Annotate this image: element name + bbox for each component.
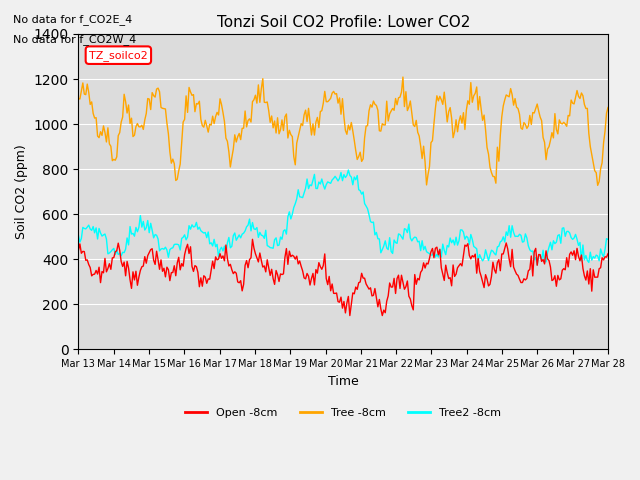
Tree2 -8cm bbox=[75, 232, 83, 238]
Open -8cm bbox=[260, 263, 268, 269]
Tree2 -8cm bbox=[533, 262, 541, 268]
Tree2 -8cm bbox=[578, 258, 586, 264]
Tree -8cm bbox=[250, 97, 258, 103]
Line: Tree -8cm: Tree -8cm bbox=[79, 77, 608, 185]
Title: Tonzi Soil CO2 Profile: Lower CO2: Tonzi Soil CO2 Profile: Lower CO2 bbox=[216, 15, 470, 30]
Tree2 -8cm bbox=[140, 218, 147, 224]
Tree -8cm bbox=[75, 96, 83, 101]
Text: TZ_soilco2: TZ_soilco2 bbox=[89, 50, 148, 60]
Open -8cm bbox=[346, 312, 354, 318]
Tree2 -8cm bbox=[344, 167, 352, 173]
X-axis label: Time: Time bbox=[328, 374, 358, 388]
Tree2 -8cm bbox=[250, 226, 258, 232]
Text: No data for f_CO2E_4: No data for f_CO2E_4 bbox=[13, 14, 132, 25]
Tree -8cm bbox=[232, 139, 240, 145]
Legend: Open -8cm, Tree -8cm, Tree2 -8cm: Open -8cm, Tree -8cm, Tree2 -8cm bbox=[180, 404, 506, 423]
Tree2 -8cm bbox=[259, 233, 267, 239]
Open -8cm bbox=[604, 251, 612, 257]
Open -8cm bbox=[232, 270, 240, 276]
Tree -8cm bbox=[259, 76, 267, 82]
Y-axis label: Soil CO2 (ppm): Soil CO2 (ppm) bbox=[15, 144, 28, 239]
Open -8cm bbox=[252, 251, 259, 257]
Open -8cm bbox=[308, 276, 316, 281]
Tree2 -8cm bbox=[306, 182, 314, 188]
Tree -8cm bbox=[399, 74, 407, 80]
Line: Open -8cm: Open -8cm bbox=[79, 240, 608, 315]
Tree -8cm bbox=[604, 105, 612, 110]
Tree -8cm bbox=[576, 96, 584, 101]
Tree2 -8cm bbox=[232, 238, 240, 243]
Open -8cm bbox=[248, 237, 256, 242]
Line: Tree2 -8cm: Tree2 -8cm bbox=[79, 170, 608, 265]
Open -8cm bbox=[578, 252, 586, 258]
Open -8cm bbox=[140, 263, 147, 269]
Text: No data for f_CO2W_4: No data for f_CO2W_4 bbox=[13, 34, 136, 45]
Tree -8cm bbox=[140, 127, 147, 132]
Tree -8cm bbox=[306, 118, 314, 124]
Tree -8cm bbox=[594, 182, 602, 188]
Tree2 -8cm bbox=[604, 237, 612, 242]
Open -8cm bbox=[75, 248, 83, 253]
